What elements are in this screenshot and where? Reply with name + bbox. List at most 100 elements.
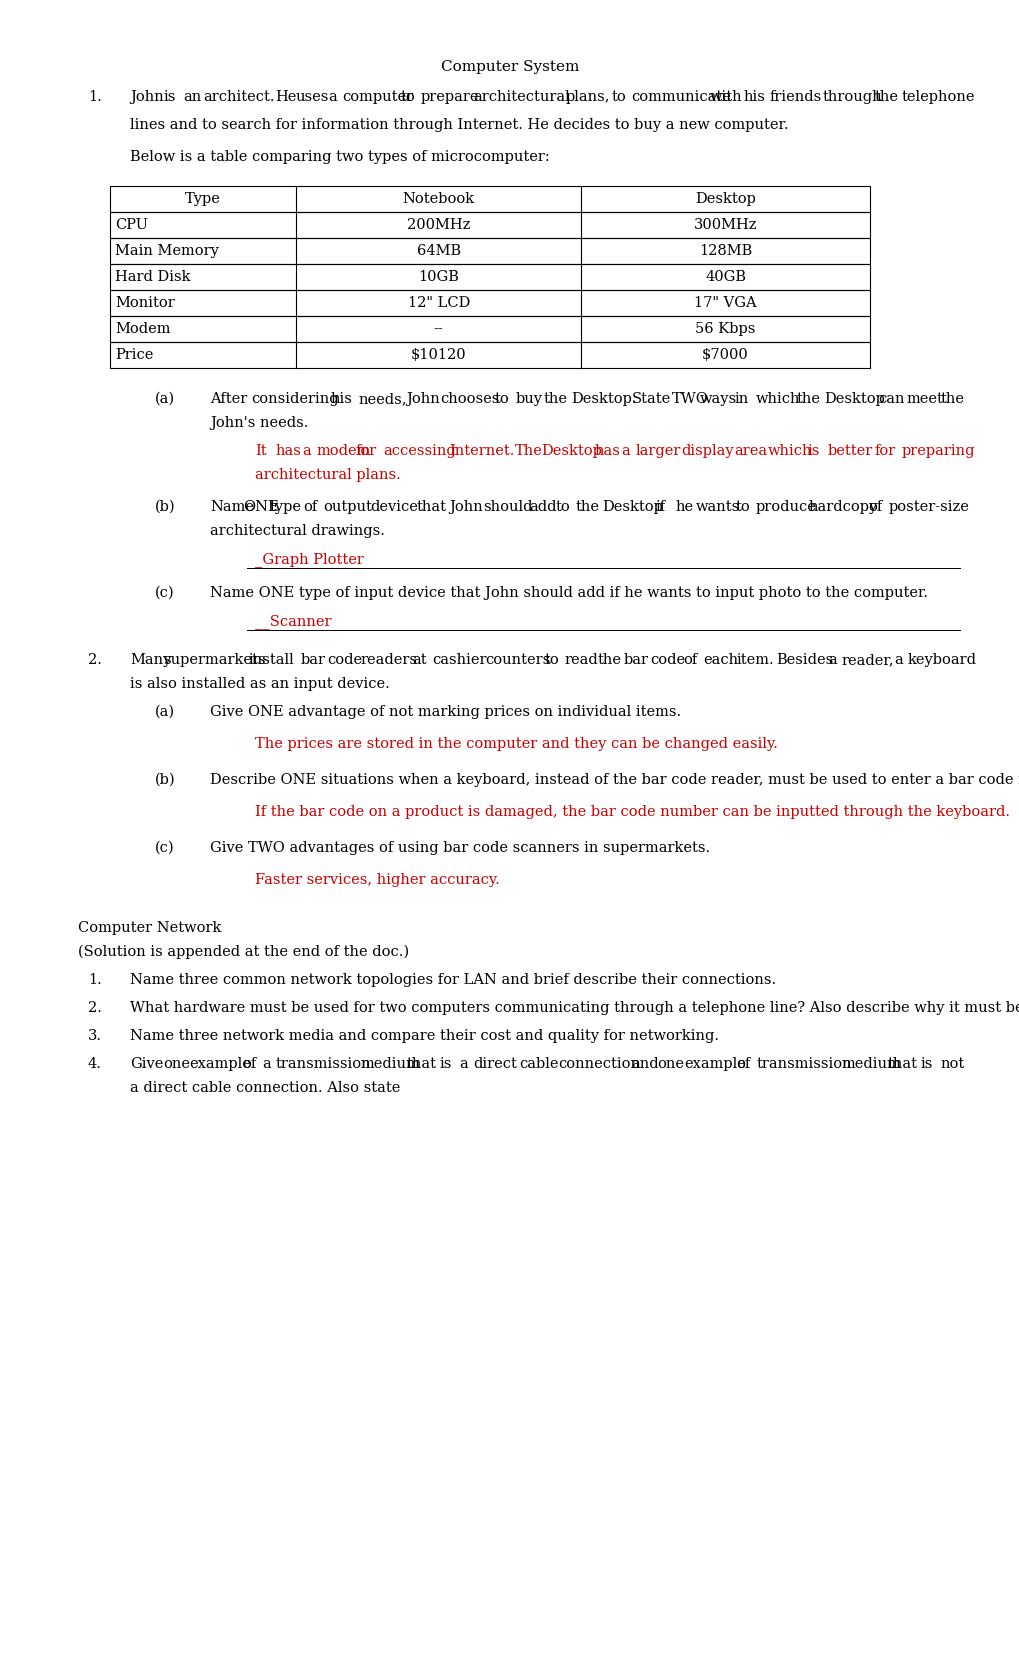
Text: Below is a table comparing two types of microcomputer:: Below is a table comparing two types of … bbox=[129, 150, 549, 165]
Text: to: to bbox=[735, 501, 750, 514]
Text: the: the bbox=[796, 391, 820, 407]
Text: plans,: plans, bbox=[565, 91, 609, 104]
Text: transmission: transmission bbox=[275, 1057, 371, 1072]
Text: cable: cable bbox=[519, 1057, 558, 1072]
Text: a: a bbox=[894, 654, 902, 667]
Text: add: add bbox=[529, 501, 556, 514]
Text: Besides: Besides bbox=[775, 654, 833, 667]
Text: prepare: prepare bbox=[421, 91, 479, 104]
Text: Give TWO advantages of using bar code scanners in supermarkets.: Give TWO advantages of using bar code sc… bbox=[210, 842, 709, 855]
Text: which: which bbox=[755, 391, 800, 407]
Text: if: if bbox=[655, 501, 665, 514]
Text: friends: friends bbox=[769, 91, 821, 104]
Text: that: that bbox=[407, 1057, 436, 1072]
Text: architectural: architectural bbox=[473, 91, 570, 104]
Text: output: output bbox=[323, 501, 372, 514]
Text: John: John bbox=[129, 91, 164, 104]
Text: produce: produce bbox=[755, 501, 816, 514]
Bar bbox=[110, 316, 869, 343]
Text: Price: Price bbox=[115, 348, 153, 361]
Text: of: of bbox=[867, 501, 881, 514]
Text: Computer Network: Computer Network bbox=[77, 921, 221, 936]
Text: It: It bbox=[255, 444, 266, 459]
Text: can: can bbox=[877, 391, 904, 407]
Text: and: and bbox=[630, 1057, 658, 1072]
Text: 17" VGA: 17" VGA bbox=[694, 296, 756, 311]
Text: one: one bbox=[163, 1057, 190, 1072]
Text: item.: item. bbox=[736, 654, 773, 667]
Text: architect.: architect. bbox=[203, 91, 274, 104]
Text: ways: ways bbox=[699, 391, 737, 407]
Text: Internet.: Internet. bbox=[448, 444, 514, 459]
Text: Name ONE type of input device that John should add if he wants to input photo to: Name ONE type of input device that John … bbox=[210, 586, 927, 600]
Text: (Solution is appended at the end of the doc.): (Solution is appended at the end of the … bbox=[77, 944, 409, 959]
Text: ONE: ONE bbox=[243, 501, 278, 514]
Text: a direct cable connection. Also state: a direct cable connection. Also state bbox=[129, 1080, 400, 1095]
Text: needs,: needs, bbox=[359, 391, 407, 407]
Text: Name three common network topologies for LAN and brief describe their connection: Name three common network topologies for… bbox=[129, 973, 775, 986]
Text: Faster services, higher accuracy.: Faster services, higher accuracy. bbox=[255, 874, 499, 887]
Text: medium: medium bbox=[841, 1057, 901, 1072]
Text: transmission: transmission bbox=[756, 1057, 851, 1072]
Text: Type: Type bbox=[185, 192, 221, 207]
Text: Computer System: Computer System bbox=[440, 60, 579, 74]
Text: an: an bbox=[183, 91, 201, 104]
Text: is: is bbox=[439, 1057, 451, 1072]
Text: the: the bbox=[940, 391, 964, 407]
Text: architectural plans.: architectural plans. bbox=[255, 469, 400, 482]
Text: chooses: chooses bbox=[440, 391, 499, 407]
Text: What hardware must be used for two computers communicating through a telephone l: What hardware must be used for two compu… bbox=[129, 1001, 1019, 1015]
Text: 4.: 4. bbox=[88, 1057, 102, 1072]
Text: modem: modem bbox=[316, 444, 370, 459]
Text: of: of bbox=[683, 654, 697, 667]
Text: a: a bbox=[827, 654, 837, 667]
Bar bbox=[110, 264, 869, 291]
Text: read: read bbox=[564, 654, 597, 667]
Text: 200MHz: 200MHz bbox=[407, 218, 470, 232]
Text: --: -- bbox=[433, 323, 443, 336]
Text: State: State bbox=[631, 391, 671, 407]
Text: is: is bbox=[919, 1057, 932, 1072]
Text: a: a bbox=[621, 444, 630, 459]
Text: meet: meet bbox=[905, 391, 943, 407]
Text: a: a bbox=[302, 444, 311, 459]
Text: The: The bbox=[515, 444, 542, 459]
Text: in: in bbox=[734, 391, 748, 407]
Text: 3.: 3. bbox=[88, 1028, 102, 1043]
Text: code: code bbox=[650, 654, 685, 667]
Text: has: has bbox=[275, 444, 301, 459]
Text: hardcopy: hardcopy bbox=[808, 501, 877, 514]
Text: Describe ONE situations when a keyboard, instead of the bar code reader, must be: Describe ONE situations when a keyboard,… bbox=[210, 773, 1019, 786]
Text: accessing: accessing bbox=[382, 444, 455, 459]
Text: (c): (c) bbox=[155, 842, 174, 855]
Text: example: example bbox=[190, 1057, 251, 1072]
Text: architectural drawings.: architectural drawings. bbox=[210, 524, 384, 538]
Text: (b): (b) bbox=[155, 501, 175, 514]
Text: each: each bbox=[703, 654, 738, 667]
Text: type: type bbox=[270, 501, 302, 514]
Text: (c): (c) bbox=[155, 586, 174, 600]
Text: display: display bbox=[681, 444, 734, 459]
Text: the: the bbox=[576, 501, 599, 514]
Text: to: to bbox=[610, 91, 626, 104]
Text: larger: larger bbox=[635, 444, 680, 459]
Text: is: is bbox=[163, 91, 175, 104]
Text: telephone: telephone bbox=[901, 91, 974, 104]
Bar bbox=[110, 343, 869, 368]
Text: reader,: reader, bbox=[841, 654, 894, 667]
Text: should: should bbox=[482, 501, 532, 514]
Text: cashier: cashier bbox=[432, 654, 487, 667]
Text: 10GB: 10GB bbox=[418, 270, 459, 284]
Text: to: to bbox=[400, 91, 416, 104]
Text: preparing: preparing bbox=[901, 444, 974, 459]
Text: bar: bar bbox=[301, 654, 325, 667]
Text: install: install bbox=[248, 654, 293, 667]
Text: If the bar code on a product is damaged, the bar code number can be inputted thr: If the bar code on a product is damaged,… bbox=[255, 805, 1009, 818]
Text: connection: connection bbox=[558, 1057, 640, 1072]
Text: for: for bbox=[356, 444, 377, 459]
Text: keyboard: keyboard bbox=[907, 654, 976, 667]
Text: Name: Name bbox=[210, 501, 254, 514]
Text: of: of bbox=[736, 1057, 750, 1072]
Text: Give: Give bbox=[129, 1057, 163, 1072]
Text: 2.: 2. bbox=[88, 1001, 102, 1015]
